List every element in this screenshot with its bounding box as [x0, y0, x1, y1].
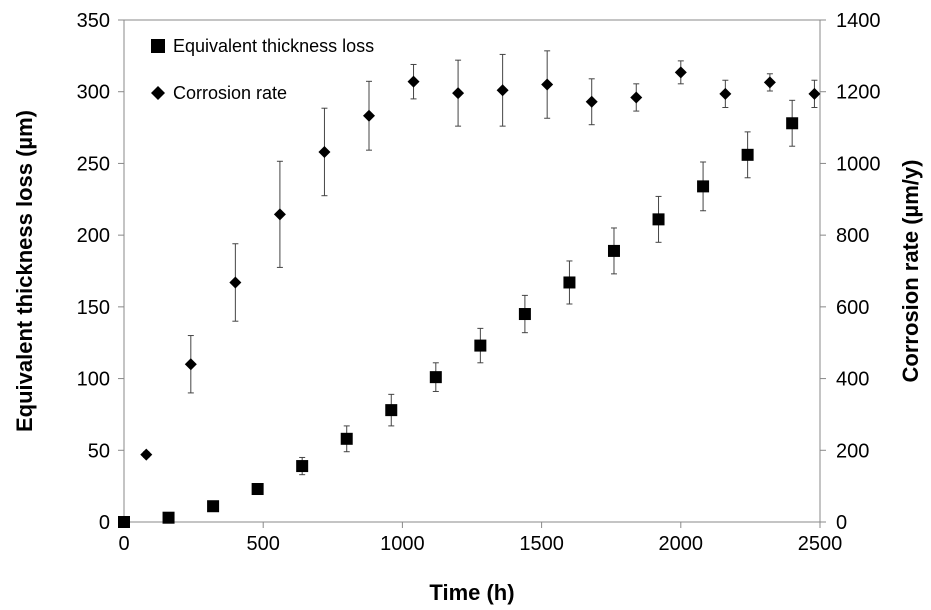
thickness-loss-point: [429, 371, 442, 384]
corrosion-rate-point: [674, 66, 687, 79]
y-tick-label: 300: [77, 82, 110, 104]
x-axis-title: Time (h): [429, 580, 514, 605]
corrosion-rate-point: [407, 75, 420, 88]
thickness-loss-point: [340, 432, 353, 445]
corrosion-rate-point: [452, 87, 465, 100]
y-axis-title: Equivalent thickness loss (µm): [12, 110, 37, 432]
corrosion-rate-point: [362, 109, 375, 122]
corrosion-rate-point: [763, 76, 776, 89]
data-markers: [118, 66, 821, 528]
corrosion-rate-point: [140, 448, 153, 461]
corrosion-rate-point: [184, 358, 197, 371]
thickness-loss-point: [296, 460, 309, 473]
corrosion-rate-point: [808, 87, 821, 100]
thickness-loss-point: [607, 244, 620, 257]
corrosion-rate-point: [541, 78, 554, 91]
error-bars: [143, 50, 818, 476]
thickness-loss-point: [118, 516, 130, 528]
corrosion-rate-point: [318, 145, 331, 158]
legend-diamond-marker: [151, 86, 165, 100]
x-tick-label: 2000: [659, 533, 704, 555]
y2-tick-label: 600: [836, 297, 869, 319]
corrosion-rate-point: [273, 208, 286, 221]
thickness-loss-point: [563, 276, 576, 289]
y2-tick-label: 400: [836, 369, 869, 391]
thickness-loss-point: [741, 148, 754, 161]
y2-tick-label: 1200: [836, 82, 881, 104]
y-tick-label: 250: [77, 153, 110, 175]
thickness-loss-point: [652, 213, 665, 226]
legend-label-thickness-loss: Equivalent thickness loss: [173, 36, 374, 56]
x-tick-label: 2500: [798, 533, 843, 555]
x-tick-label: 0: [118, 533, 129, 555]
corrosion-rate-point: [229, 276, 242, 289]
x-tick-label: 1500: [519, 533, 564, 555]
y-tick-label: 200: [77, 225, 110, 247]
y2-tick-label: 1000: [836, 153, 881, 175]
y2-tick-label: 0: [836, 512, 847, 534]
corrosion-rate-point: [630, 91, 643, 104]
thickness-loss-point: [207, 500, 220, 513]
y2-tick-label: 800: [836, 225, 869, 247]
legend-label-corrosion-rate: Corrosion rate: [173, 83, 287, 103]
y-tick-label: 100: [77, 369, 110, 391]
y2-axis-title: Corrosion rate (µm/y): [898, 160, 923, 383]
y2-tick-label: 1400: [836, 10, 881, 32]
thickness-loss-point: [385, 404, 398, 417]
y-tick-label: 0: [99, 512, 110, 534]
thickness-loss-point: [697, 180, 710, 193]
y-tick-label: 150: [77, 297, 110, 319]
plot-area-border: [123, 19, 821, 523]
thickness-loss-point: [474, 339, 487, 352]
legend: Equivalent thickness loss Corrosion rate: [151, 36, 374, 103]
y2-tick-label: 200: [836, 440, 869, 462]
corrosion-rate-point: [719, 87, 732, 100]
legend-square-marker: [151, 39, 165, 53]
x-tick-label: 1000: [380, 533, 425, 555]
x-tick-label: 500: [247, 533, 280, 555]
corrosion-rate-point: [585, 95, 598, 108]
thickness-loss-point: [786, 117, 799, 130]
thickness-loss-point: [162, 511, 175, 524]
y-tick-label: 350: [77, 10, 110, 32]
axis-ticks: 0 500 1000 1500 2000 250005010015020025030035…: [77, 10, 881, 555]
y-tick-label: 50: [88, 440, 110, 462]
thickness-loss-point: [251, 483, 264, 496]
thickness-loss-point: [518, 308, 531, 321]
corrosion-rate-point: [496, 84, 509, 97]
